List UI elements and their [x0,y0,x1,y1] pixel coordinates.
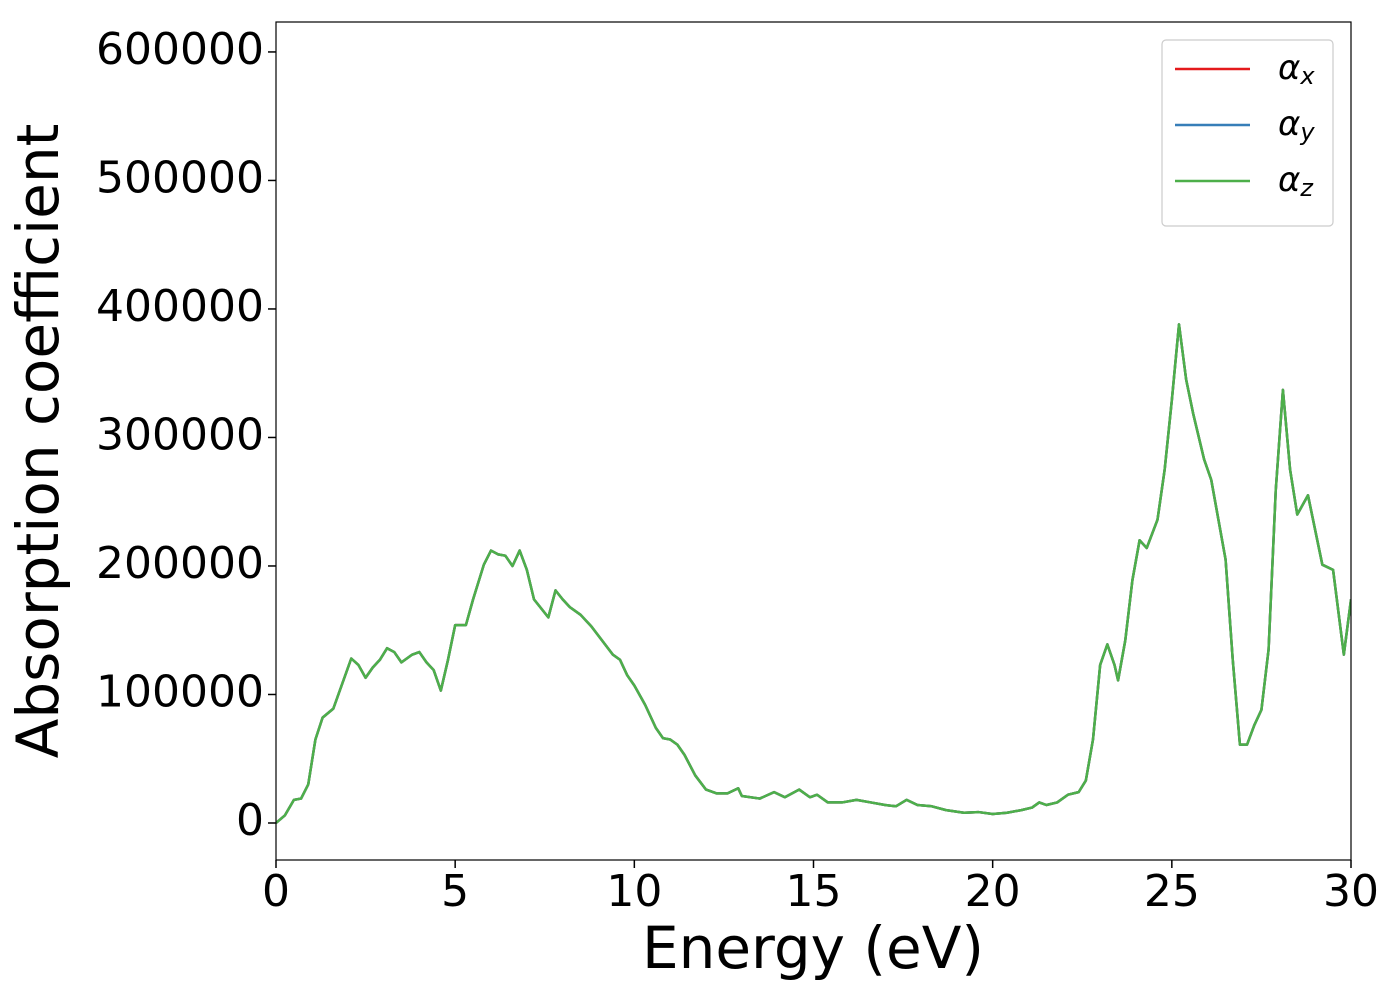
x-tick-label: 30 [1323,866,1379,917]
legend-label: αx [1278,48,1315,91]
legend-box [1161,39,1334,227]
x-tick-label: 5 [441,866,469,917]
plot-frame [275,21,1352,861]
y-tick-label: 0 [236,795,264,846]
y-axis-label: Absorption coefficient [4,124,72,759]
y-tick-label: 100000 [96,666,264,717]
y-tick-label: 500000 [96,152,264,203]
data-line [276,323,1351,824]
y-tick-label: 200000 [96,538,264,589]
x-tick-label: 20 [965,866,1021,917]
legend-label: αy [1278,104,1315,147]
y-tick-label: 600000 [96,24,264,75]
y-tick-label: 300000 [96,409,264,460]
x-tick-label: 25 [1144,866,1200,917]
legend-label: αz [1278,160,1314,203]
x-tick-label: 0 [262,866,290,917]
plot [276,323,1351,824]
y-tick-label: 400000 [96,281,264,332]
x-axis-label: Energy (eV) [642,914,984,982]
x-tick-label: 10 [606,866,662,917]
x-tick-label: 15 [786,866,842,917]
